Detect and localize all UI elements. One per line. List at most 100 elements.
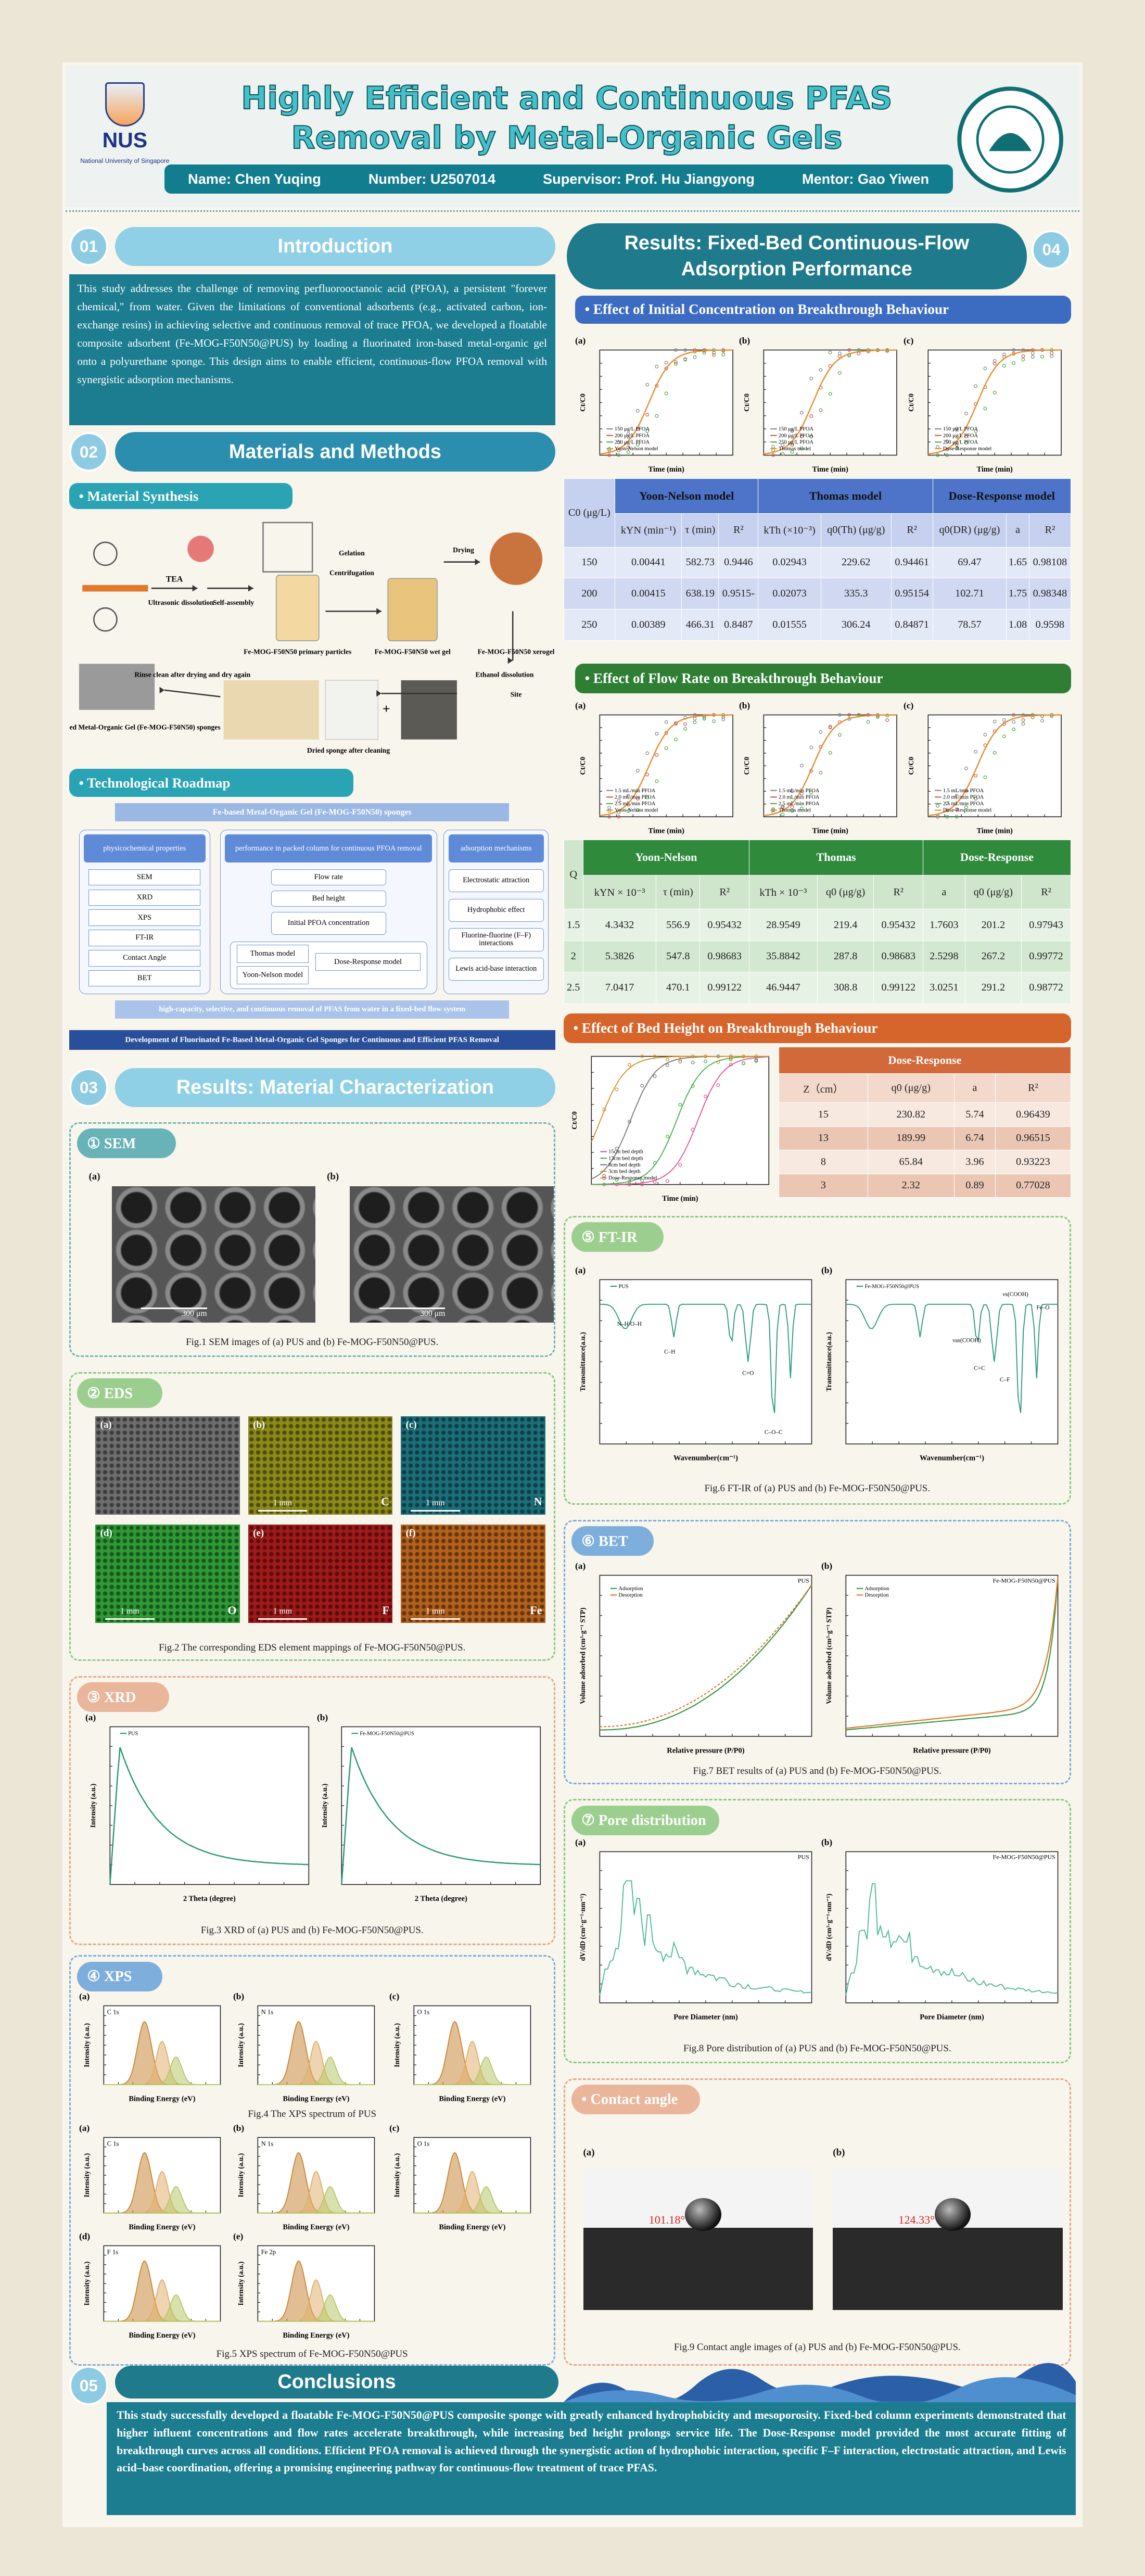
roadmap-model: Yoon-Nelson model [236,966,309,984]
diagram-label: Site [510,690,521,698]
conclusion-text: This study successfully developed a floa… [107,2402,1076,2516]
plot: (b) Binding Energy (eV) Intensity (a.u.) N … [233,1991,375,2103]
data-point [640,1179,644,1183]
plot: (a) Pore Diameter (nm) dV/dD (cm³·g⁻¹·nm⁻¹… [575,1837,812,2021]
panel-box [563,1519,1071,1784]
panel-title: ④ XPS [77,1961,163,1991]
data-point [664,720,668,724]
legend-label: 2.5 mL/min PFOA [615,801,656,807]
curve [591,1056,769,1143]
plot-frame [599,1851,812,2003]
data-point [945,815,949,819]
curve [591,1056,769,1185]
diagram-label: Dried sponge after cleaning [307,746,390,754]
scale-bar: 1 mm [258,1499,308,1512]
y-axis-label: Intensity (a.u.) [82,2153,91,2198]
eds-map [248,1525,393,1623]
table-group-cell: Yoon-Nelson [582,839,750,875]
table-group-cell: Dose-Response [923,839,1071,875]
legend-label: Fe-MOG-F50N50@PUS [360,1731,414,1736]
data-point [847,713,851,717]
table-cell: 0.98683 [699,940,750,973]
info-item: Mentor: Gao Yiwen [802,171,930,187]
data-point [829,725,833,729]
table-cell: 15 [779,1102,868,1127]
roadmap-footer: Development of Fluorinated Fe-Based Meta… [69,1030,555,1050]
table-row: 200 0.00415 638.19 0.9515- 0.02073 335.3 0.951… [563,578,1071,610]
table-header-cell: τ (min) [681,513,719,548]
data-point [974,796,978,801]
sponge-photo [79,664,155,710]
diagram-label: Fe-based Metal-Organic Gel (Fe-MOG-F50N5… [69,723,220,731]
data-point [847,348,851,352]
element-label: Fe [530,1603,542,1617]
peak-annotation: N–H/O–H [617,1321,641,1327]
table-cell: 7.0417 [582,972,657,1004]
wave [563,2377,1076,2402]
table-header-cell: a [923,874,965,910]
table-cell: 0.9515- [718,578,759,610]
table-cell: 0.96515 [995,1126,1071,1151]
legend-label: Yoon-Nelson model [615,446,658,452]
data-point [800,446,804,450]
data-point [664,746,668,750]
table-row: 2 5.3826 547.8 0.98683 35.8842 287.8 0.98683 2.… [563,940,1071,973]
x-axis-label: Time (min) [812,465,849,474]
table-cell: 1.75 [1006,578,1029,610]
contact-image [833,2168,1063,2310]
table-header-cell: a [953,1073,996,1103]
roadmap-item: BET [88,970,201,987]
table-row: 8 65.84 3.96 0.93223 [779,1150,1071,1174]
data-point [791,429,794,433]
legend-label: 250 μg/L PFOA [943,439,978,445]
panel-label: (b) [739,336,750,346]
table-cell: 335.3 [820,578,892,610]
table-group-row: C0 (μg/L) Yoon-Nelson model Thomas model Do… [563,478,1071,548]
panel-label: (b) [833,2147,845,2159]
info-item: Name: Chen Yuqing [188,171,321,187]
subsection-title: • Technological Roadmap [69,769,353,797]
legend-label: 8cm bed depth [608,1162,641,1168]
data-point [635,409,640,413]
peak-label: C 1s [107,2009,119,2016]
section-number: 01 [69,226,109,267]
scale-bar: 300 μm [141,1308,207,1321]
data-point [721,352,725,357]
roadmap-models [230,941,427,989]
data-point [683,727,687,731]
sem-image [111,1186,316,1323]
data-point [964,441,968,445]
data-point [626,450,630,454]
legend-label: 13cm bed depth [608,1156,643,1161]
figure-caption: Fig.8 Pore distribution of (a) PUS and (… [683,2043,951,2054]
panel-label: (c) [405,1419,417,1431]
diagram-label: + [383,702,390,716]
section-title-line: Adsorption Performance [681,258,912,281]
diagram-label: Fe-MOG-F50N50 primary particles [244,648,351,655]
legend-label: 3cm bed depth [608,1169,641,1175]
table-group-row: Dose-Response [779,1046,1071,1074]
data-point [964,434,968,438]
data-point [664,731,668,734]
table-cell: 28.9549 [749,909,818,941]
data-point [645,429,649,433]
table-header-cell: q0(DR) (μg/g) [932,513,1007,548]
eds-map [401,1525,545,1623]
legend-label: 150 μg/L PFOA [615,426,650,432]
table-cell: 2.5 [563,972,583,1004]
panel-label: (a) [583,2147,595,2159]
info-item: Number: U2507014 [368,171,496,187]
curve [846,1304,1058,1414]
data-point [1030,354,1035,359]
table-cell: 102.71 [932,578,1007,610]
y-axis-label: Intensity (a.u.) [237,2262,245,2306]
y-axis-label: Ct/C0 [743,756,750,775]
y-axis-label: Transmittance(a.u.) [579,1332,587,1391]
data-point [819,730,823,734]
data-point [626,809,630,813]
roadmap-item: Contact Angle [88,950,201,967]
panel-label: (b) [253,1419,265,1431]
title: Removal by Metal-Organic Gels [290,119,843,157]
roadmap-bottom: high-capacity, selective, and continuous… [115,1000,510,1019]
